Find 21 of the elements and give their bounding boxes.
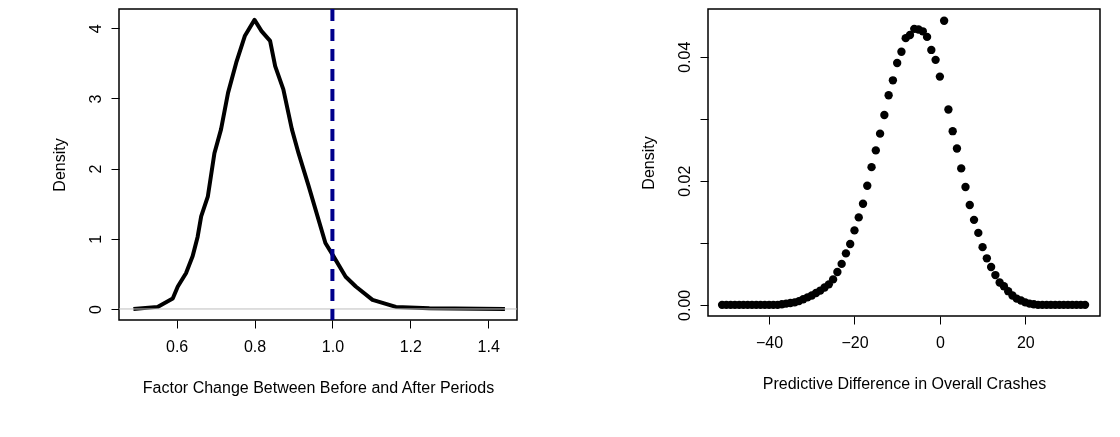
y-tick-label: 0 [86, 304, 104, 314]
x-tick-label: 20 [1016, 333, 1035, 351]
x-tick-label: 1.4 [477, 337, 500, 355]
y-tick-label: 1 [86, 234, 104, 244]
x-tick-label: 1.0 [321, 337, 345, 355]
x-tick-label: −20 [841, 333, 869, 351]
y-tick-label: 4 [86, 24, 104, 34]
y-tick-label: 3 [86, 94, 104, 104]
x-tick-label: 0 [935, 333, 945, 351]
y-tick-label: 2 [86, 164, 104, 174]
x-tick-label: −40 [755, 333, 784, 351]
y-axis-title: Density [50, 138, 68, 192]
y-axis-title: Density [639, 136, 657, 190]
x-axis-title: Predictive Difference in Overall Crashes [762, 374, 1047, 392]
x-tick-label: 1.2 [399, 337, 423, 355]
y-tick-label: 0.00 [675, 289, 693, 321]
x-axis-title: Factor Change Between Before and After Periods [142, 378, 495, 396]
y-tick-label: 0.04 [675, 41, 693, 73]
y-tick-label: 0.02 [675, 165, 693, 197]
x-tick-label: 0.8 [243, 337, 267, 355]
x-tick-label: 0.6 [166, 337, 189, 355]
